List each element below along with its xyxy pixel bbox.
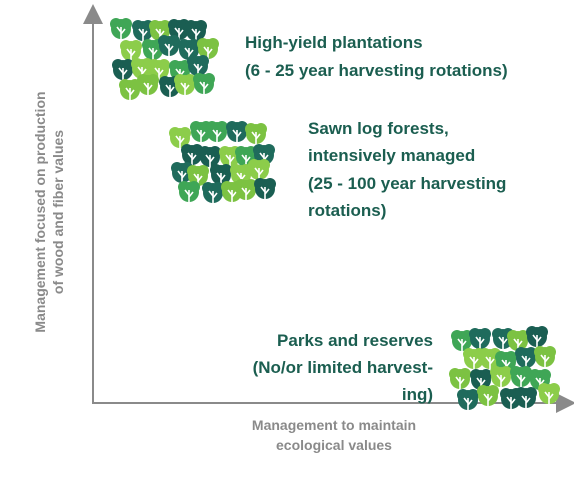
tree-icon xyxy=(206,121,228,142)
x-axis-label: Management to maintain xyxy=(252,417,416,433)
tree-icon xyxy=(112,59,134,80)
tree-icon xyxy=(137,74,159,95)
node-label: (25 - 100 year harvesting xyxy=(308,174,506,193)
tree-icon xyxy=(245,123,267,144)
tree-icon xyxy=(449,368,471,389)
tree-icon xyxy=(469,328,491,349)
tree-icon xyxy=(202,182,224,203)
node-label: Sawn log forests, xyxy=(308,119,449,138)
diagram: High-yield plantations (6 - 25 year harv… xyxy=(0,0,574,482)
tree-icon xyxy=(534,346,556,367)
tree-icon xyxy=(538,383,560,404)
tree-icon xyxy=(187,55,209,76)
tree-icon xyxy=(178,181,200,202)
tree-icon xyxy=(526,326,548,347)
tree-icon xyxy=(515,347,537,368)
tree-icon xyxy=(226,121,248,142)
tree-icon xyxy=(110,18,132,39)
tree-icon xyxy=(457,389,479,410)
x-axis-label: ecological values xyxy=(276,437,392,453)
tree-icon xyxy=(120,40,142,61)
node-label: Parks and reserves xyxy=(277,331,433,350)
tree-icon xyxy=(193,73,215,94)
tree-icon xyxy=(248,159,270,180)
tree-icon xyxy=(185,20,207,41)
tree-icon xyxy=(254,178,276,199)
tree-icon xyxy=(510,366,532,387)
y-axis-label: Management focused on production xyxy=(32,91,48,332)
tree-icon xyxy=(490,366,512,387)
node-label: (No/or limited harvest- xyxy=(253,358,433,377)
node-label: High-yield plantations xyxy=(245,33,423,52)
node-label: rotations) xyxy=(308,201,386,220)
node-label: (6 - 25 year harvesting rotations) xyxy=(245,61,508,80)
node-label: intensively managed xyxy=(308,146,475,165)
tree-icon xyxy=(199,146,221,167)
y-axis-label: of wood and fiber values xyxy=(50,130,66,294)
node-label: ing) xyxy=(402,385,433,404)
